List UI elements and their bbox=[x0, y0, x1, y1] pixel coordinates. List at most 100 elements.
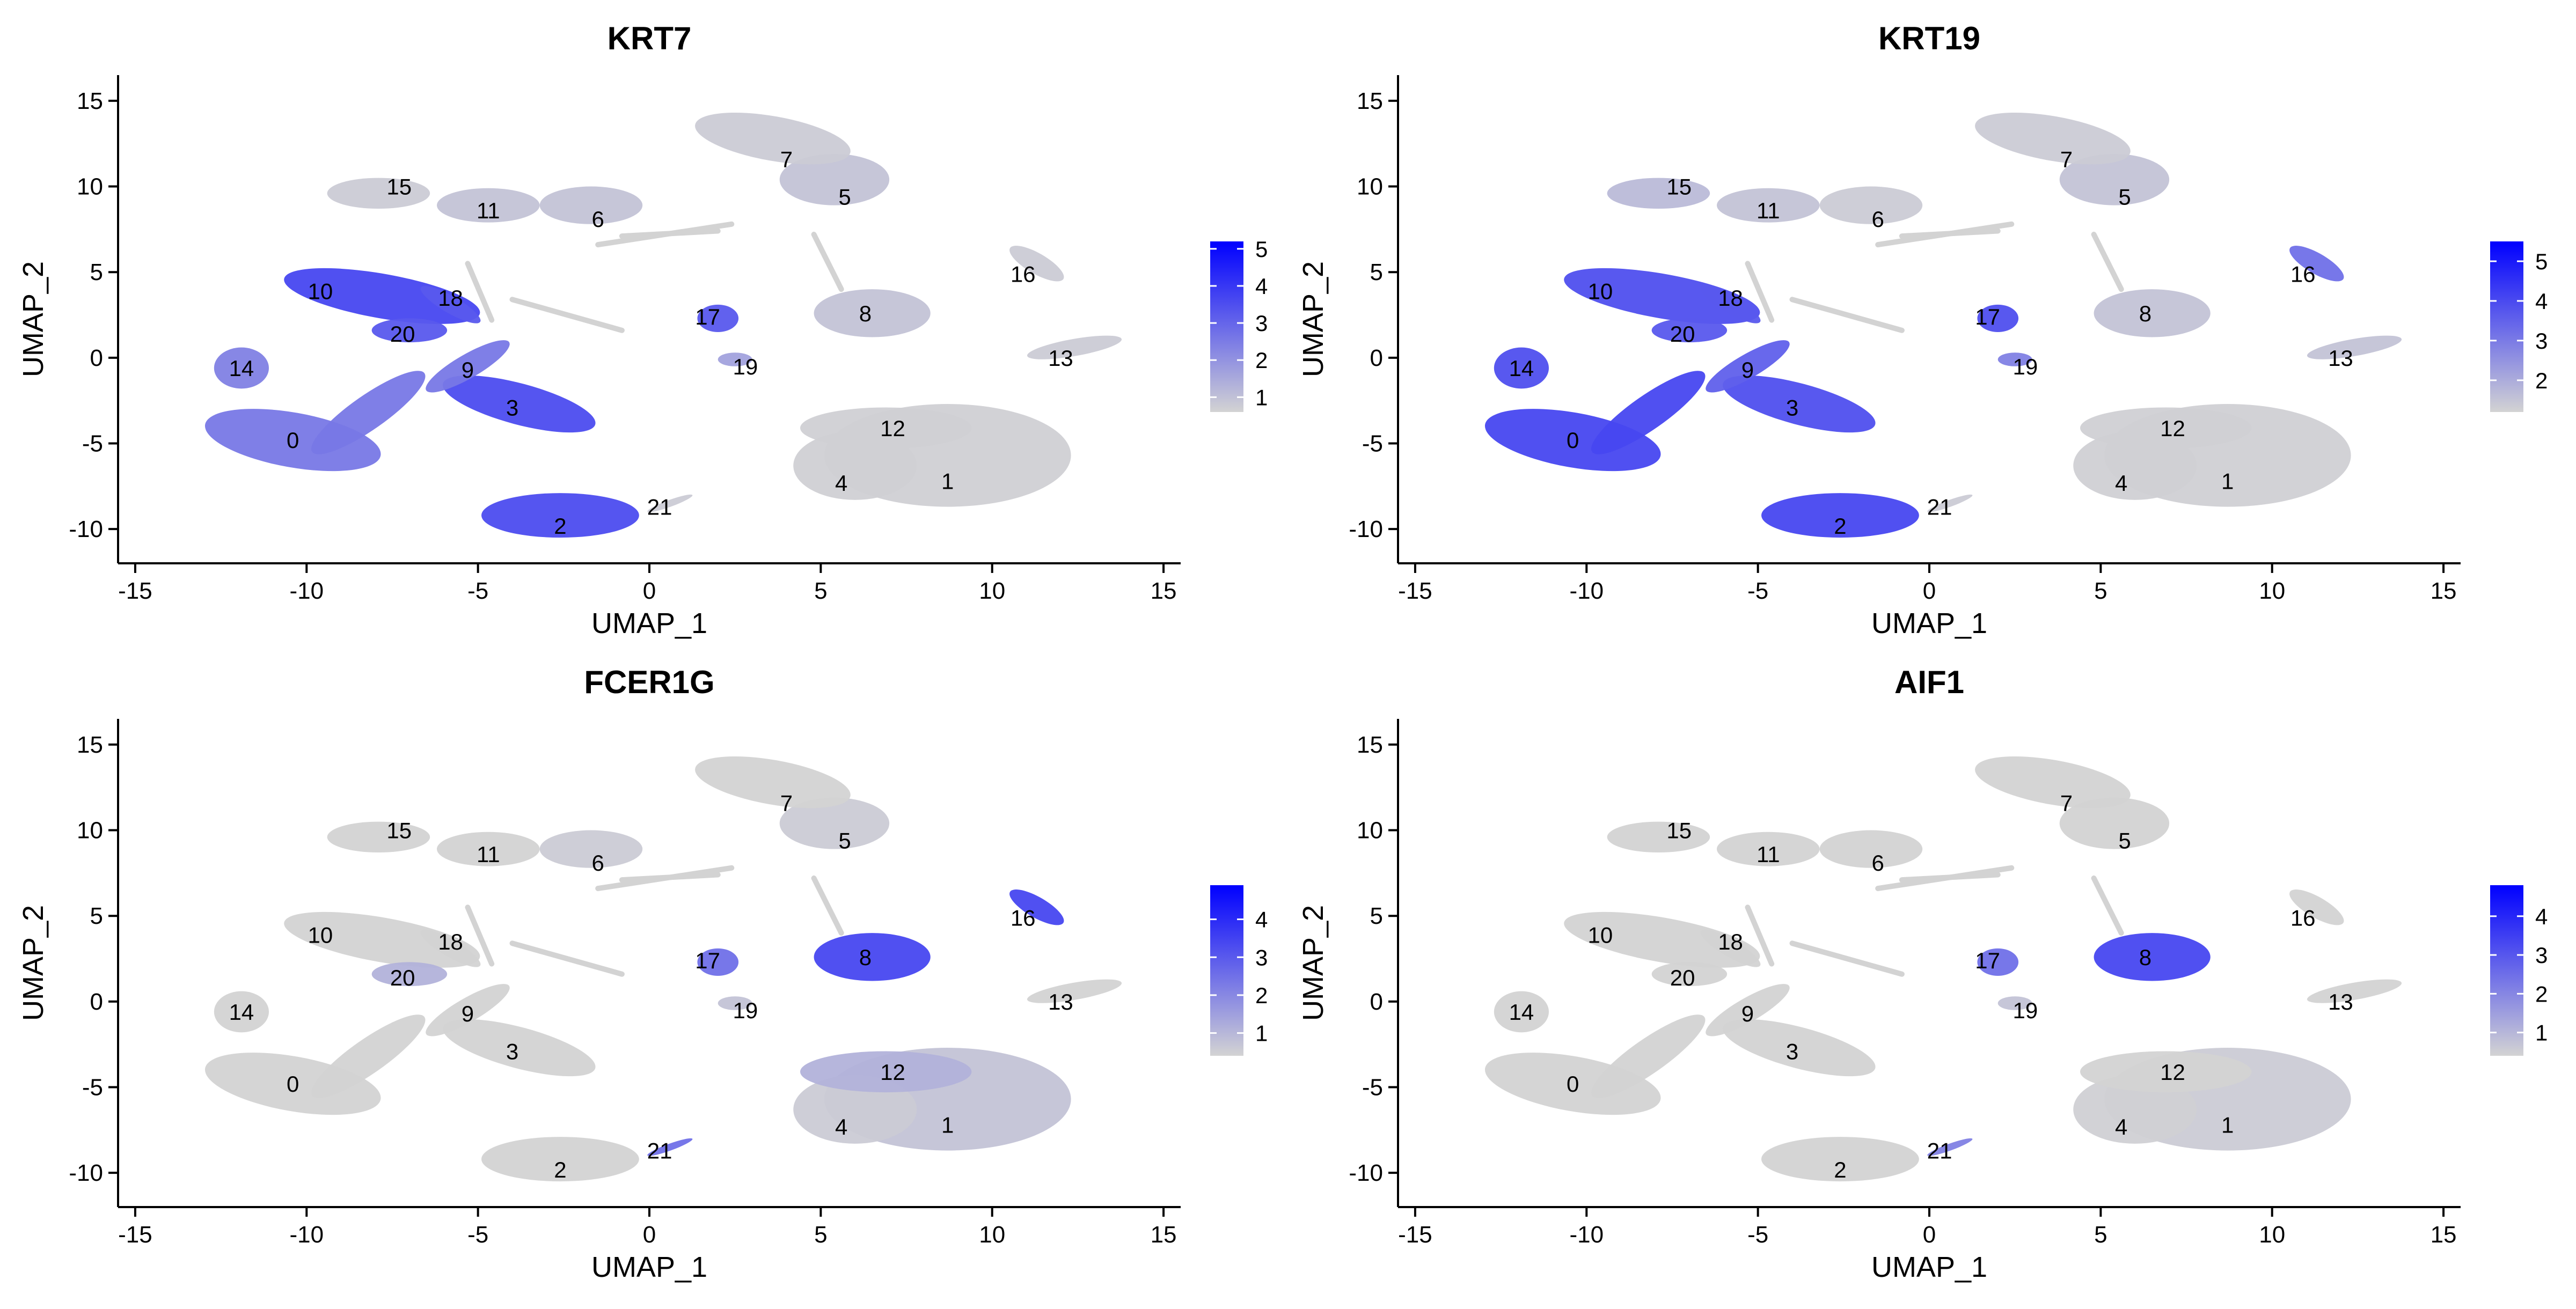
cluster-12-cells bbox=[800, 407, 972, 449]
cluster-20-cells bbox=[371, 318, 448, 343]
cluster-label-19: 19 bbox=[2012, 354, 2038, 379]
cluster-11-cells bbox=[1717, 188, 1820, 223]
x-tick-label: 15 bbox=[1151, 578, 1177, 604]
x-tick-label: 0 bbox=[1923, 578, 1936, 604]
colorbar-tick-label: 2 bbox=[2535, 981, 2548, 1006]
colorbar-tick-label: 2 bbox=[2535, 368, 2548, 393]
cluster-21-cells bbox=[647, 1138, 693, 1156]
cluster-label-12: 12 bbox=[2160, 1060, 2185, 1085]
cluster-18-cells bbox=[1700, 930, 1761, 967]
cluster-6-cells bbox=[539, 186, 643, 224]
cluster-label-3: 3 bbox=[1786, 1039, 1798, 1064]
y-tick-label: -5 bbox=[1362, 430, 1383, 457]
cluster-13-cells bbox=[2307, 335, 2402, 359]
cluster-label-11: 11 bbox=[1757, 198, 1780, 223]
cluster-3-cells bbox=[1723, 375, 1876, 433]
cluster-label-20: 20 bbox=[390, 965, 415, 990]
cell-bridge bbox=[509, 940, 625, 977]
cluster-20-cells bbox=[1651, 318, 1728, 343]
cluster-label-13: 13 bbox=[2328, 345, 2353, 371]
cluster-14-cells bbox=[1494, 991, 1549, 1033]
cluster-9-cells bbox=[1706, 340, 1790, 393]
cluster-0-cells bbox=[1591, 371, 1706, 454]
x-tick-label: -15 bbox=[118, 578, 152, 604]
cluster-label-2: 2 bbox=[1834, 1157, 1846, 1182]
cluster-19-cells bbox=[1997, 996, 2032, 1010]
colorbar-gradient bbox=[2490, 885, 2523, 1056]
y-tick-label: 10 bbox=[1357, 818, 1383, 844]
cluster-label-17: 17 bbox=[1975, 304, 2000, 329]
cluster-label-16: 16 bbox=[2290, 905, 2316, 930]
cluster-17-cells bbox=[697, 304, 739, 332]
cluster-11-cells bbox=[1717, 832, 1820, 866]
x-tick-label: 10 bbox=[2259, 578, 2285, 604]
colorbar-tick-label: 4 bbox=[1255, 274, 1268, 299]
x-axis-title: UMAP_1 bbox=[1871, 607, 1987, 639]
cluster-7-cells bbox=[1975, 112, 2131, 165]
cluster-label-3: 3 bbox=[506, 395, 518, 420]
y-tick-label: 0 bbox=[90, 345, 103, 371]
cluster-5-cells bbox=[2059, 153, 2170, 205]
colorbar-tick-label: 2 bbox=[1255, 348, 1268, 373]
cluster-18-cells bbox=[1700, 286, 1761, 323]
cluster-label-11: 11 bbox=[477, 198, 500, 223]
y-tick-label: 0 bbox=[90, 989, 103, 1015]
y-tick-label: -5 bbox=[82, 1074, 103, 1100]
x-tick-label: -10 bbox=[289, 578, 324, 604]
y-axis-title: UMAP_2 bbox=[17, 261, 49, 377]
cluster-12-cells bbox=[2080, 1051, 2252, 1093]
cluster-label-12: 12 bbox=[880, 1060, 905, 1085]
x-tick-label: 0 bbox=[1923, 1222, 1936, 1248]
x-tick-label: -5 bbox=[1747, 1222, 1768, 1248]
colorbar-legend: 4 3 2 1 bbox=[1210, 885, 1268, 1056]
cluster-4-cells bbox=[2073, 1075, 2197, 1144]
cluster-label-3: 3 bbox=[1786, 395, 1798, 420]
x-tick-label: 0 bbox=[643, 1222, 656, 1248]
cluster-17-cells bbox=[697, 948, 739, 976]
colorbar-tick-label: 5 bbox=[2535, 249, 2548, 274]
cluster-label-6: 6 bbox=[592, 207, 604, 232]
cell-embedding bbox=[204, 756, 1122, 1182]
cluster-label-19: 19 bbox=[2012, 998, 2038, 1023]
cluster-2-cells bbox=[1761, 493, 1919, 538]
cluster-label-9: 9 bbox=[1741, 357, 1754, 383]
x-tick-label: 15 bbox=[1151, 1222, 1177, 1248]
cluster-16-cells bbox=[1009, 246, 1064, 282]
cell-embedding bbox=[1484, 756, 2402, 1182]
cluster-8-cells bbox=[2094, 289, 2211, 337]
cluster-label-21: 21 bbox=[647, 1138, 672, 1164]
x-tick-label: 5 bbox=[2094, 1222, 2107, 1248]
cluster-label-15: 15 bbox=[1666, 818, 1692, 843]
cluster-label-1: 1 bbox=[941, 1113, 954, 1138]
cluster-6-cells bbox=[1819, 830, 1923, 868]
colorbar-tick-label: 4 bbox=[1255, 907, 1268, 932]
x-tick-label: 10 bbox=[979, 578, 1005, 604]
cluster-label-21: 21 bbox=[1927, 1138, 1952, 1164]
cluster-6-cells bbox=[1819, 186, 1923, 224]
cluster-label-4: 4 bbox=[2115, 1114, 2127, 1139]
panel-title: KRT7 bbox=[608, 20, 692, 56]
cluster-label-10: 10 bbox=[1587, 278, 1613, 304]
panel-krt7: KRT70123456789101112131415161718192021-1… bbox=[17, 20, 1268, 639]
cluster-label-19: 19 bbox=[733, 998, 758, 1023]
cluster-15-cells bbox=[1607, 178, 1710, 209]
y-tick-label: -10 bbox=[1349, 1160, 1383, 1186]
cluster-7-cells bbox=[695, 112, 851, 165]
x-tick-label: 10 bbox=[979, 1222, 1005, 1248]
cluster-label-21: 21 bbox=[647, 495, 672, 520]
cluster-label-1: 1 bbox=[941, 469, 954, 494]
cluster-18-cells bbox=[420, 930, 481, 967]
cluster-label-18: 18 bbox=[438, 285, 463, 311]
cluster-0-cells bbox=[311, 371, 426, 454]
x-tick-label: -5 bbox=[1747, 578, 1768, 604]
y-tick-label: -5 bbox=[1362, 1074, 1383, 1100]
y-tick-label: 15 bbox=[77, 88, 103, 114]
colorbar-gradient bbox=[1210, 885, 1243, 1056]
cluster-label-14: 14 bbox=[229, 356, 254, 381]
x-tick-label: 15 bbox=[2431, 1222, 2457, 1248]
cluster-15-cells bbox=[327, 178, 430, 209]
cluster-label-7: 7 bbox=[2060, 790, 2073, 815]
cluster-label-5: 5 bbox=[2118, 185, 2131, 210]
cluster-label-13: 13 bbox=[2328, 989, 2353, 1014]
cluster-19-cells bbox=[718, 352, 752, 366]
